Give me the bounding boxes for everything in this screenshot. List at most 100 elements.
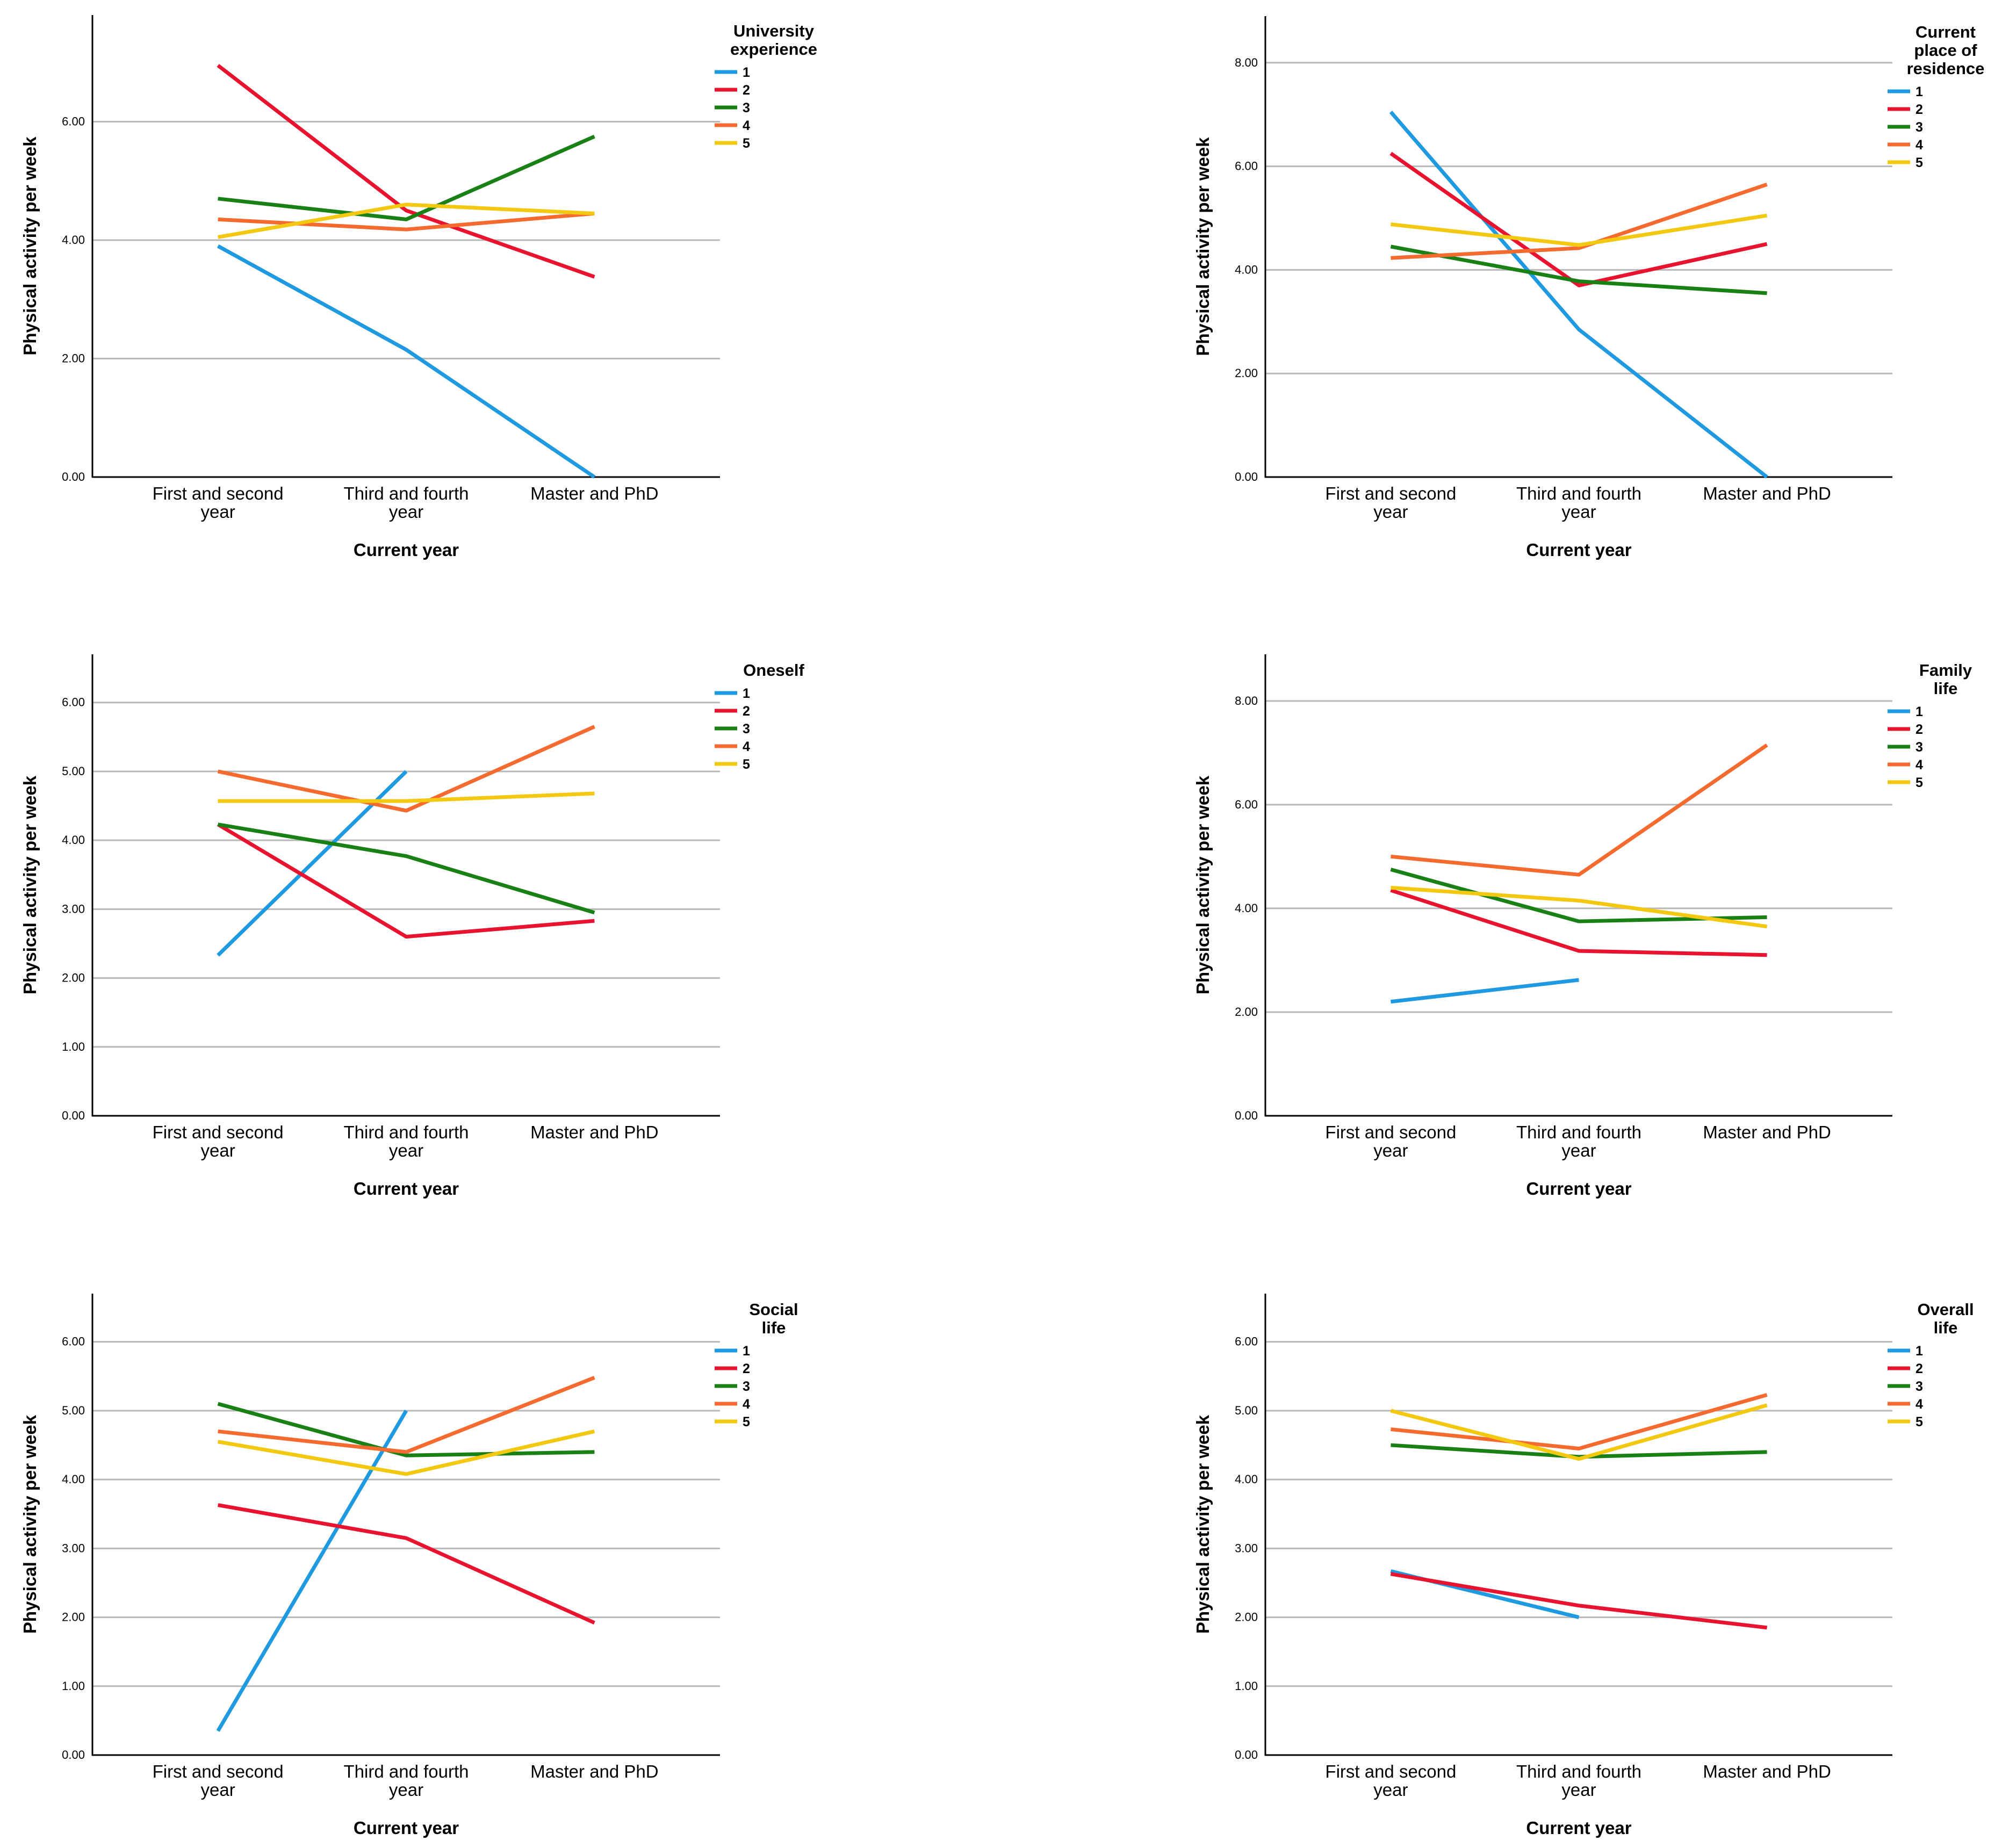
y-tick-label: 0.00 <box>1235 470 1258 483</box>
x-axis-title: Current year <box>1526 1179 1631 1199</box>
x-tick-label: Third and fourth <box>344 1122 469 1142</box>
series-line-5 <box>218 1430 595 1476</box>
series-line-3 <box>1390 244 1767 295</box>
y-tick-label: 6.00 <box>62 114 85 128</box>
y-tick-label: 2.00 <box>1235 1611 1258 1624</box>
legend-label-5: 5 <box>1915 1414 1923 1430</box>
legend-label-3: 3 <box>1915 120 1923 135</box>
x-tick-label: Third and fourth <box>1516 483 1641 503</box>
x-tick-label: First and second <box>153 1122 284 1142</box>
x-tick-label: Third and fourth <box>1516 1122 1641 1142</box>
y-tick-label: 3.00 <box>62 1541 85 1555</box>
legend-title: life <box>1934 679 1958 698</box>
legend-label-1: 1 <box>1915 1344 1923 1359</box>
y-axis-title: Physical activity per week <box>20 775 40 994</box>
y-axis-title: Physical activity per week <box>20 1414 40 1634</box>
legend-label-3: 3 <box>1915 1379 1923 1394</box>
legend-label-1: 1 <box>743 65 750 80</box>
legend-title: life <box>762 1318 786 1337</box>
chart-panel-6: 0.00 1.00 2.00 3.00 4.00 5.00 6.00 First and se… <box>1193 1294 1974 1838</box>
x-tick-label: Third and fourth <box>1516 1762 1641 1781</box>
x-tick-label: year <box>1373 1140 1408 1160</box>
x-tick-label: Master and PhD <box>1703 1122 1831 1142</box>
x-tick-label: Master and PhD <box>1703 1762 1831 1781</box>
legend-label-4: 4 <box>1915 1397 1923 1412</box>
legend-title: life <box>1934 1318 1958 1337</box>
series-line-2 <box>217 63 595 279</box>
legend-label-1: 1 <box>1915 704 1923 719</box>
y-tick-label: 5.00 <box>62 764 85 778</box>
series-line-3 <box>217 1402 595 1457</box>
y-tick-label: 4.00 <box>1235 901 1258 915</box>
y-axis-title: Physical activity per week <box>1193 1414 1213 1634</box>
legend-label-2: 2 <box>1915 102 1923 117</box>
series-line-3 <box>218 134 595 221</box>
legend-label-5: 5 <box>743 757 750 772</box>
legend-label-1: 1 <box>1915 84 1923 99</box>
x-tick-label: year <box>200 1140 235 1160</box>
x-tick-label: year <box>200 502 235 522</box>
legend-title: experience <box>730 40 817 59</box>
x-tick-label: year <box>1561 1140 1596 1160</box>
y-tick-label: 3.00 <box>1235 1541 1258 1555</box>
legend-label-2: 2 <box>743 704 750 719</box>
series-line-5 <box>1391 885 1768 929</box>
y-tick-label: 2.00 <box>1235 366 1258 380</box>
series-line-2 <box>217 822 595 939</box>
legend-label-3: 3 <box>743 721 750 737</box>
y-tick-label: 2.00 <box>1235 1005 1258 1019</box>
chart-panel-3: 0.00 1.00 2.00 3.00 4.00 5.00 6.00 First and se… <box>20 654 805 1199</box>
legend-label-4: 4 <box>743 1397 750 1412</box>
legend-title: residence <box>1907 59 1985 78</box>
x-axis-title: Current year <box>354 540 459 560</box>
x-tick-label: First and second <box>153 483 284 503</box>
series-line-1 <box>1389 111 1768 479</box>
y-tick-label: 4.00 <box>1235 1472 1258 1486</box>
series-line-3 <box>1391 1443 1767 1459</box>
y-axis-title: Physical activity per week <box>1193 775 1213 994</box>
y-tick-label: 6.00 <box>62 1335 85 1348</box>
x-tick-label: Master and PhD <box>1703 483 1831 503</box>
x-tick-label: year <box>389 502 423 522</box>
y-axis-title: Physical activity per week <box>1193 137 1213 356</box>
series-line-4 <box>1391 1393 1768 1450</box>
legend-title: University <box>733 21 815 40</box>
x-tick-label: year <box>389 1780 423 1800</box>
x-tick-label: First and second <box>153 1762 284 1781</box>
legend-label-4: 4 <box>743 118 750 133</box>
y-tick-label: 0.00 <box>62 1109 85 1122</box>
y-tick-label: 1.00 <box>1235 1679 1258 1693</box>
y-tick-label: 2.00 <box>62 971 85 985</box>
series-line-2 <box>217 1503 595 1625</box>
legend-title: Oneself <box>743 661 804 680</box>
x-tick-label: year <box>1561 1780 1596 1800</box>
series-line-4 <box>217 725 595 813</box>
series-line-2 <box>1390 888 1767 957</box>
x-tick-label: First and second <box>1325 483 1456 503</box>
y-tick-label: 4.00 <box>1235 263 1258 276</box>
y-tick-label: 6.00 <box>1235 798 1258 811</box>
legend-title: Current <box>1915 23 1976 41</box>
x-tick-label: Third and fourth <box>344 1762 469 1781</box>
series-line-1 <box>217 244 596 479</box>
series-line-5 <box>1390 1403 1768 1461</box>
y-tick-label: 0.00 <box>62 1748 85 1762</box>
series-line-5 <box>218 791 595 803</box>
x-axis-title: Current year <box>1526 540 1631 560</box>
legend-label-5: 5 <box>743 1414 750 1430</box>
y-tick-label: 0.00 <box>62 470 85 483</box>
y-tick-label: 2.00 <box>62 351 85 365</box>
x-tick-label: First and second <box>1325 1122 1456 1142</box>
x-tick-label: Master and PhD <box>530 1122 658 1142</box>
x-tick-label: year <box>1373 502 1408 522</box>
y-tick-label: 6.00 <box>1235 160 1258 173</box>
series-line-5 <box>1391 213 1768 247</box>
x-axis-title: Current year <box>354 1179 459 1199</box>
legend-label-5: 5 <box>1915 155 1923 170</box>
series-line-5 <box>218 203 595 239</box>
y-tick-label: 4.00 <box>62 1472 85 1486</box>
y-axis-title: Physical activity per week <box>20 136 40 356</box>
